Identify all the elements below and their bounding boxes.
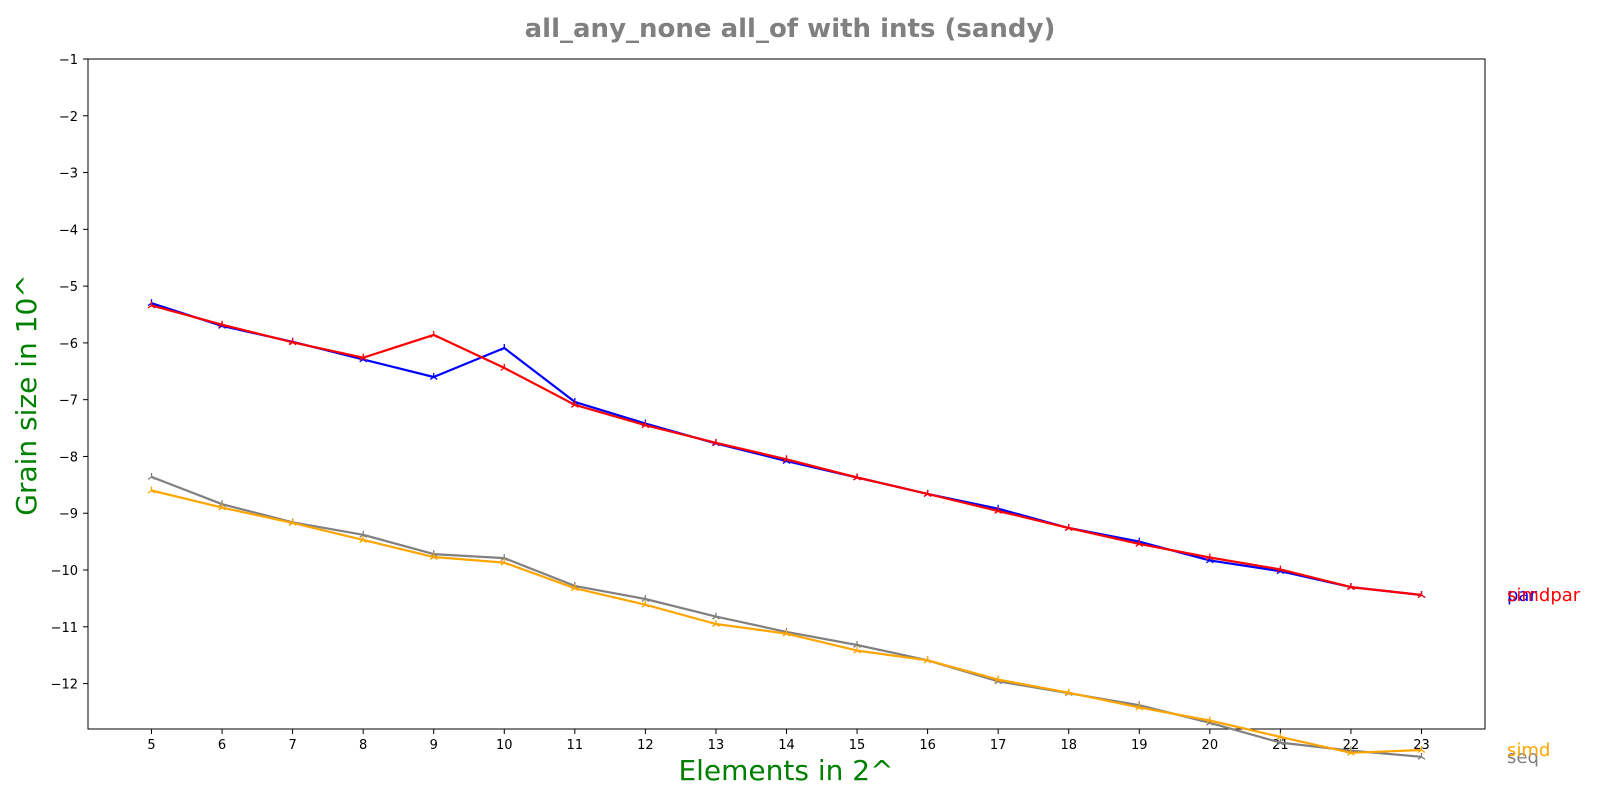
data-point-simd — [782, 629, 791, 637]
data-point-simd — [641, 600, 650, 608]
data-point-simd — [359, 535, 368, 543]
data-point-simd — [1205, 716, 1214, 724]
series-simd — [147, 486, 1426, 756]
data-point-simdpar — [1205, 553, 1214, 561]
data-point-seq — [500, 554, 509, 562]
y-tick-label: −10 — [51, 564, 78, 579]
x-tick-label: 20 — [1202, 738, 1219, 753]
series-line-simdpar — [151, 304, 1422, 597]
x-tick-label: 10 — [496, 738, 513, 753]
data-point-seq — [359, 530, 368, 538]
data-point-simdpar — [359, 353, 368, 361]
y-tick-label: −3 — [59, 167, 78, 182]
x-tick-label: 12 — [637, 738, 654, 753]
series-par — [147, 299, 1426, 599]
data-point-seq — [641, 594, 650, 603]
data-point-simd — [853, 646, 861, 654]
x-tick-label: 7 — [288, 738, 296, 753]
x-tick-label: 11 — [567, 738, 584, 753]
data-point-simdpar — [1417, 591, 1426, 599]
y-tick-label: −12 — [51, 678, 78, 693]
y-tick-label: −9 — [59, 507, 78, 522]
data-point-simdpar — [853, 473, 861, 481]
x-tick-label: 8 — [359, 738, 367, 753]
series-simdpar — [147, 301, 1426, 599]
data-point-simd — [500, 558, 509, 566]
series-line-seq — [151, 475, 1422, 758]
data-point-simd — [1276, 732, 1285, 740]
data-point-simd — [570, 584, 579, 592]
data-point-simdpar — [1347, 583, 1355, 591]
x-tick-label: 19 — [1131, 738, 1148, 753]
y-tick-label: −11 — [51, 621, 78, 636]
y-tick-label: −1 — [59, 53, 78, 68]
x-axis: 5 6 7 8 9 10 11 12 13 14 15 16 17 18 19 20 21 22 23 — [147, 729, 1430, 753]
x-tick-label: 9 — [430, 738, 438, 753]
x-tick-label: 17 — [990, 738, 1007, 753]
y-tick-label: −8 — [59, 450, 78, 465]
data-point-simdpar — [994, 506, 1003, 514]
data-point-simd — [712, 619, 720, 627]
series-label-simdpar: simdpar — [1507, 585, 1581, 606]
y-tick-label: −6 — [59, 337, 78, 352]
x-axis-label: Elements in 2^ — [678, 754, 893, 787]
data-point-simdpar — [1135, 539, 1144, 547]
series-label-seq: seq — [1507, 747, 1539, 768]
data-point-simdpar — [712, 438, 720, 446]
data-point-simdpar — [1064, 524, 1073, 532]
x-tick-label: 16 — [919, 738, 936, 753]
x-tick-label: 15 — [849, 738, 866, 753]
data-point-simd — [147, 486, 156, 494]
data-point-simdpar — [641, 421, 650, 429]
data-point-simdpar — [782, 455, 791, 463]
data-point-simdpar — [288, 338, 297, 346]
y-axis-label: Grain size in 10^ — [10, 274, 43, 516]
data-point-simdpar — [1276, 565, 1285, 573]
data-point-simdpar — [500, 363, 509, 371]
x-tick-label: 14 — [778, 738, 795, 753]
series-line-simd — [151, 489, 1422, 754]
y-tick-label: −2 — [59, 110, 78, 125]
data-point-seq — [853, 640, 861, 648]
data-point-seq — [1417, 752, 1426, 760]
data-point-par — [500, 344, 509, 352]
data-point-simd — [1064, 688, 1073, 696]
data-point-simdpar — [429, 330, 438, 338]
chart-title: all_any_none all_of with ints (sandy) — [525, 14, 1056, 44]
x-tick-label: 5 — [147, 738, 155, 753]
data-point-simdpar — [218, 320, 226, 328]
data-point-simd — [923, 656, 932, 664]
data-point-simd — [1347, 748, 1355, 756]
data-point-seq — [147, 472, 156, 480]
data-point-simdpar — [570, 400, 579, 408]
y-axis: −1 −2 −3 −4 −5 −6 −7 −8 −9 −10 −11 −12 — [51, 53, 88, 693]
y-tick-label: −7 — [59, 394, 78, 409]
series-label-par: par — [1507, 585, 1537, 606]
data-point-simd — [1417, 746, 1426, 754]
data-point-simd — [288, 518, 297, 526]
x-tick-label: 13 — [708, 738, 725, 753]
data-point-simd — [429, 552, 438, 560]
series-line-par — [151, 302, 1422, 597]
series-seq — [147, 472, 1426, 760]
data-point-simd — [994, 675, 1003, 683]
data-point-par — [429, 372, 438, 380]
data-point-simd — [218, 503, 226, 511]
data-point-simdpar — [147, 301, 156, 309]
series-layer — [147, 299, 1426, 760]
data-point-seq — [712, 612, 720, 620]
data-point-simdpar — [923, 489, 932, 497]
series-label-simd: simd — [1507, 740, 1550, 761]
data-point-seq — [1276, 738, 1285, 746]
x-tick-label: 18 — [1060, 738, 1077, 753]
y-tick-label: −5 — [59, 280, 78, 295]
data-point-simd — [1135, 703, 1144, 711]
y-tick-label: −4 — [59, 223, 78, 238]
x-tick-label: 6 — [218, 738, 226, 753]
